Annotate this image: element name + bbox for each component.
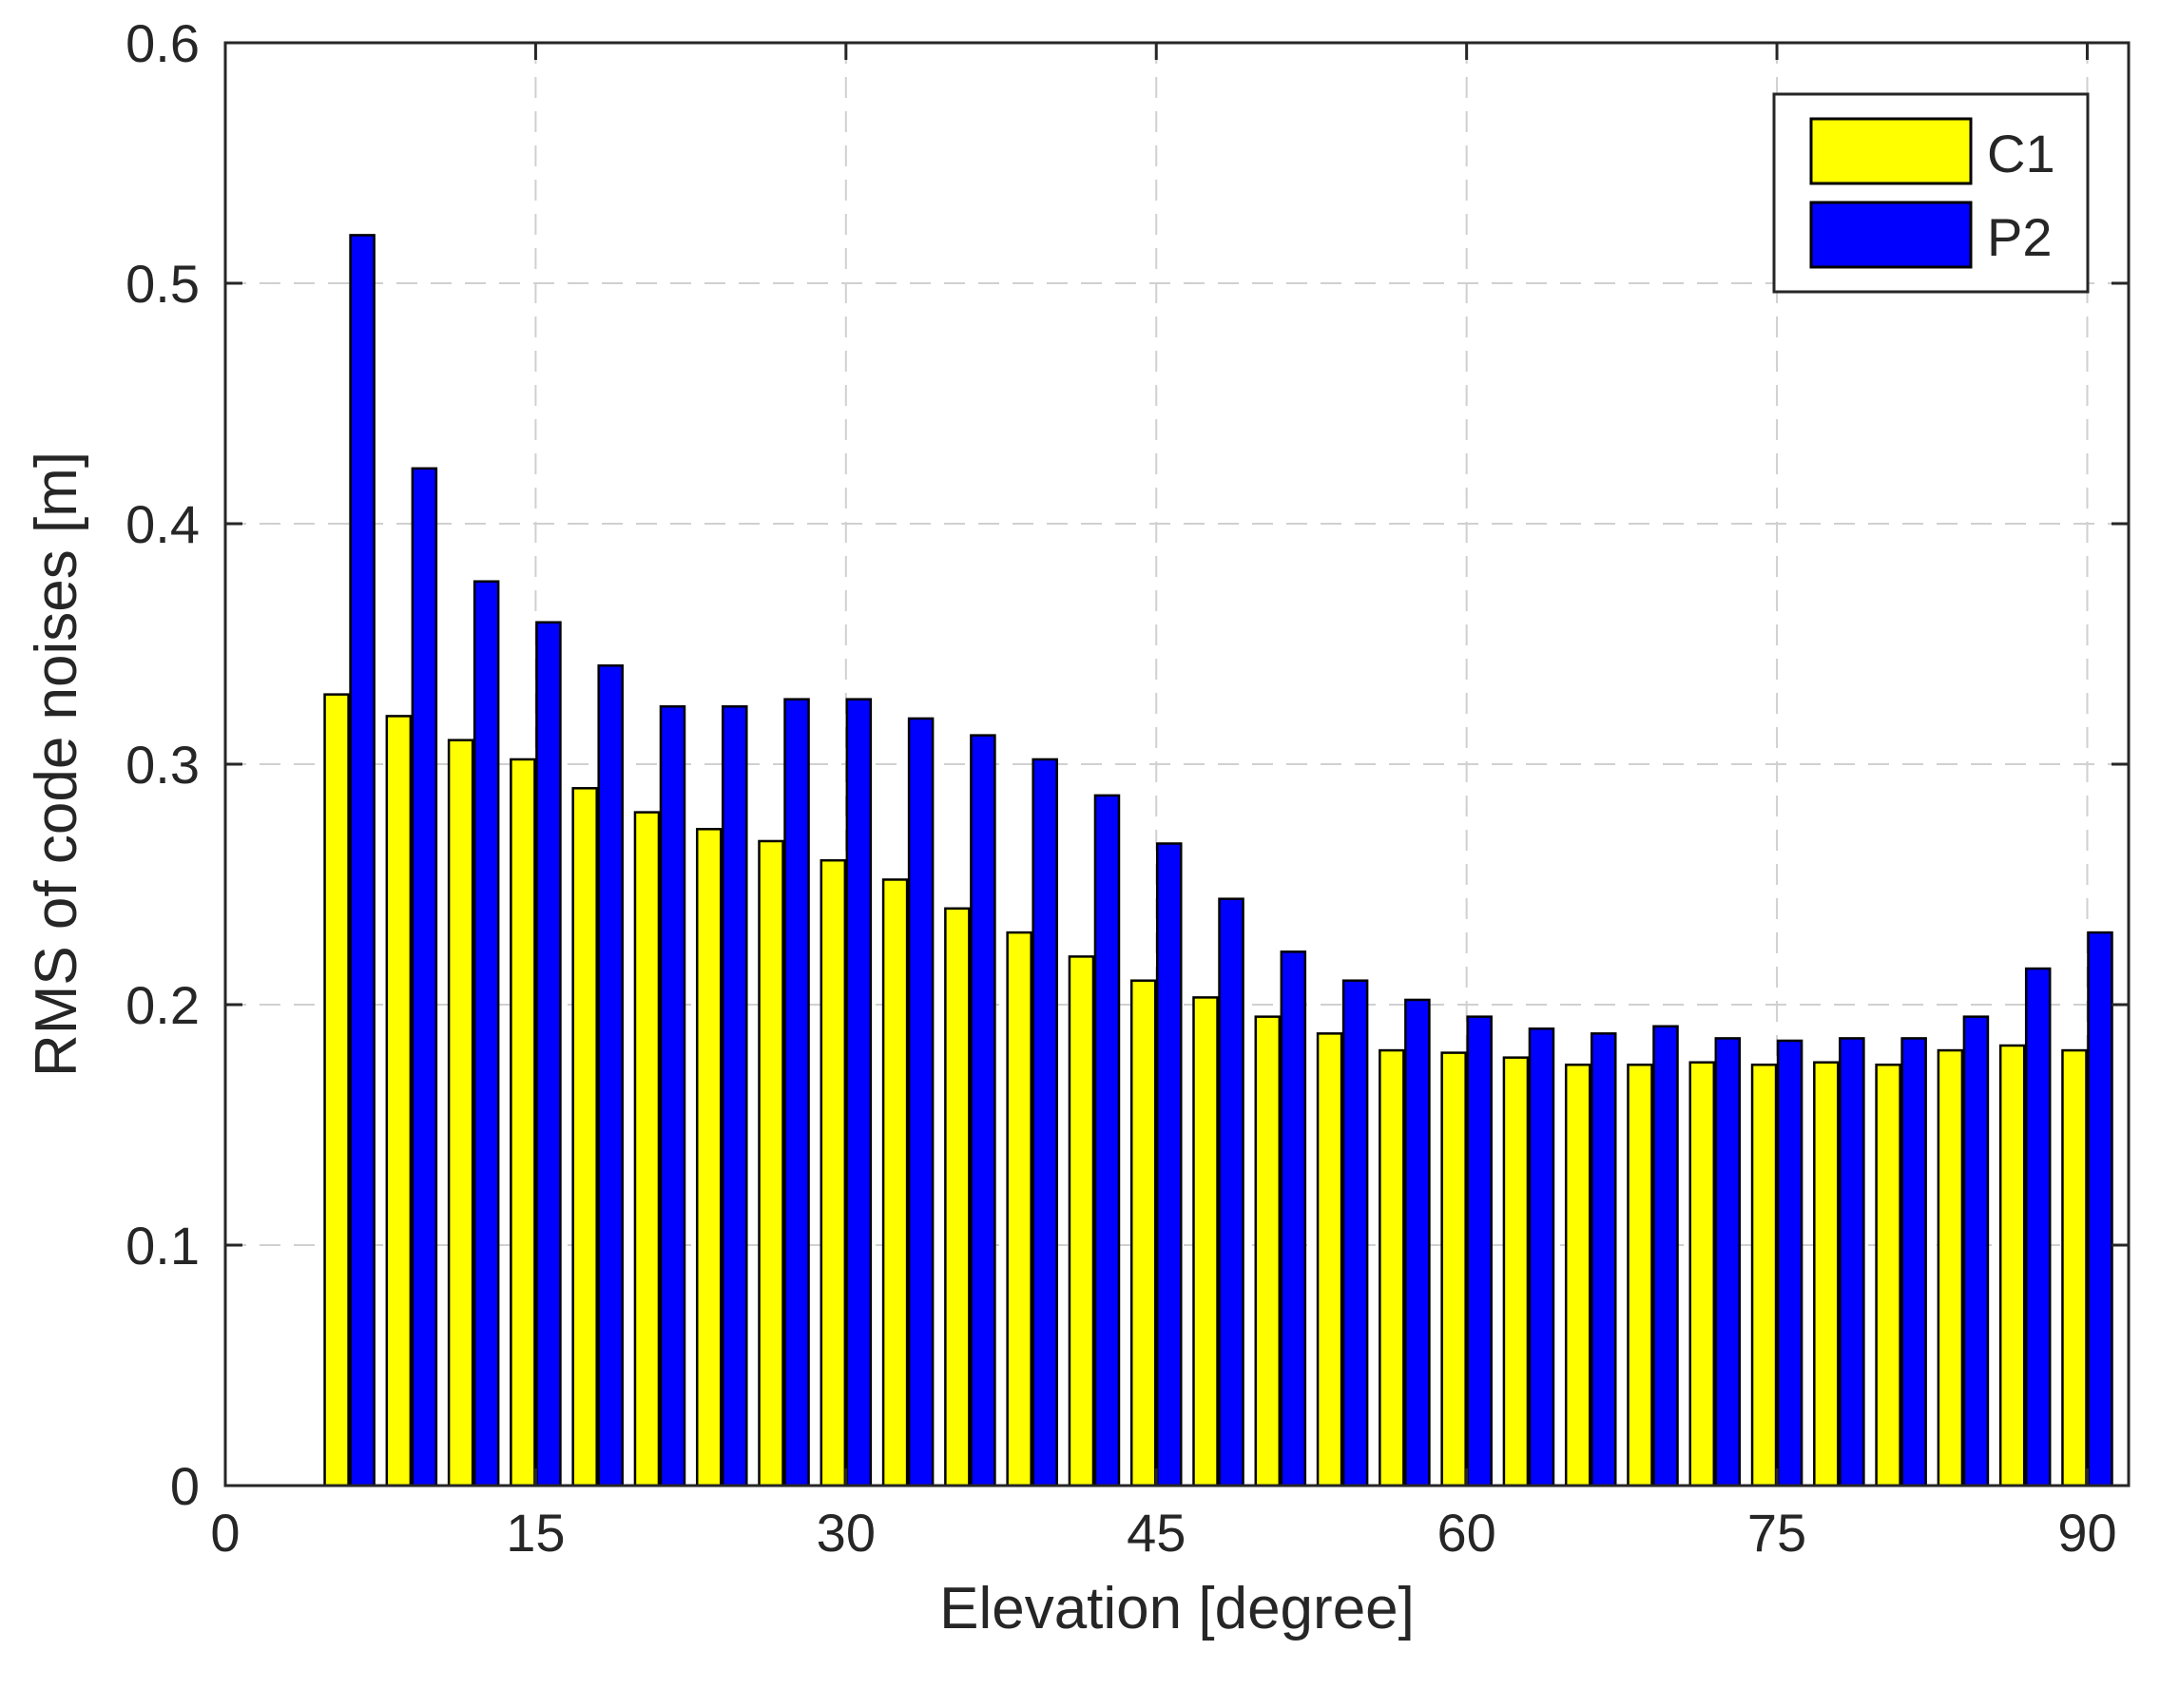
bar-c1 xyxy=(2061,1048,2088,1487)
bar-c1 xyxy=(695,828,723,1487)
bar-c1 xyxy=(1068,955,1095,1487)
y-axis-label: RMS of code noises [m] xyxy=(24,451,89,1077)
bar-p2 xyxy=(472,580,500,1487)
bar-p2 xyxy=(1962,1015,1990,1487)
bar-p2 xyxy=(1466,1015,1493,1487)
bar-c1 xyxy=(1627,1064,1653,1487)
y-tick-label: 0.2 xyxy=(125,975,200,1035)
bar-c1 xyxy=(758,839,784,1487)
legend: C1 P2 xyxy=(1772,92,2090,294)
bar-c1 xyxy=(1750,1064,1778,1487)
bar-p2 xyxy=(1341,979,1369,1487)
x-tick-label: 90 xyxy=(2057,1503,2116,1563)
x-tick-label: 15 xyxy=(506,1503,565,1563)
bar-p2 xyxy=(2024,967,2052,1487)
bar-c1 xyxy=(323,693,350,1487)
bar-c1 xyxy=(1688,1061,1716,1487)
bar-c1 xyxy=(1998,1044,2026,1487)
legend-label-c1: C1 xyxy=(1987,124,2055,183)
bar-p2 xyxy=(1776,1039,1803,1487)
bar-c1 xyxy=(1379,1048,1405,1487)
y-tick-label: 0.4 xyxy=(125,494,200,554)
bar-p2 xyxy=(845,698,873,1487)
bar-c1 xyxy=(447,739,474,1487)
bar-p2 xyxy=(349,234,376,1487)
x-tick-label: 45 xyxy=(1127,1503,1186,1563)
y-tick-label: 0.3 xyxy=(125,735,200,795)
bar-p2 xyxy=(1714,1037,1742,1487)
bar-p2 xyxy=(722,705,748,1487)
y-tick-label: 0.1 xyxy=(125,1216,200,1276)
bar-c1 xyxy=(1316,1032,1343,1487)
y-tick-labels: 0 0.1 0.2 0.3 0.4 0.5 0.6 xyxy=(125,13,200,1516)
bar-p2 xyxy=(2087,931,2113,1487)
legend-label-p2: P2 xyxy=(1987,207,2053,267)
y-tick-label: 0 xyxy=(170,1456,200,1516)
bar-c1 xyxy=(1937,1048,1964,1487)
bar-p2 xyxy=(1404,998,1431,1487)
bar-c1 xyxy=(1813,1061,1840,1487)
bar-c1 xyxy=(1254,1015,1282,1487)
bar-c1 xyxy=(1502,1056,1530,1487)
bar-p2 xyxy=(597,664,624,1487)
bar-p2 xyxy=(907,717,935,1487)
bar-c1 xyxy=(1129,979,1157,1487)
bar-c1 xyxy=(1564,1064,1591,1487)
x-tick-label: 75 xyxy=(1747,1503,1806,1563)
bar-p2 xyxy=(411,467,438,1487)
bar-p2 xyxy=(1280,950,1307,1487)
bar-c1 xyxy=(1006,931,1032,1487)
bar-c1 xyxy=(1192,996,1219,1487)
bars xyxy=(323,234,2113,1487)
bar-c1 xyxy=(820,858,847,1487)
x-tick-labels: 0 15 30 45 60 75 90 xyxy=(210,1503,2116,1563)
bar-p2 xyxy=(1839,1037,1865,1487)
bar-p2 xyxy=(970,734,996,1487)
x-tick-label: 30 xyxy=(817,1503,876,1563)
bar-c1 xyxy=(571,787,598,1487)
bar-p2 xyxy=(1218,897,1244,1487)
bar-p2 xyxy=(1900,1037,1927,1487)
legend-swatch-p2 xyxy=(1809,201,1973,269)
bar-p2 xyxy=(1155,842,1183,1487)
bar-p2 xyxy=(1528,1027,1555,1487)
legend-swatch-c1 xyxy=(1809,117,1973,185)
bar-c1 xyxy=(385,715,413,1487)
bar-p2 xyxy=(1590,1032,1617,1487)
bar-p2 xyxy=(783,698,810,1487)
bar-p2 xyxy=(659,705,686,1487)
bar-c1 xyxy=(1440,1051,1467,1487)
y-tick-label: 0.6 xyxy=(125,13,200,73)
bar-p2 xyxy=(535,621,562,1487)
x-tick-label: 0 xyxy=(210,1503,240,1563)
ticks xyxy=(223,41,2129,1487)
x-tick-label: 60 xyxy=(1437,1503,1496,1563)
bar-c1 xyxy=(510,758,536,1487)
bar-p2 xyxy=(1093,794,1121,1487)
y-tick-label: 0.5 xyxy=(125,254,200,314)
x-axis-label: Elevation [degree] xyxy=(939,1576,1415,1641)
bar-c1 xyxy=(944,907,971,1487)
bar-c1 xyxy=(881,878,909,1487)
bar-p2 xyxy=(1652,1025,1679,1487)
bar-c1 xyxy=(633,811,661,1487)
bar-c1 xyxy=(1875,1064,1901,1487)
bar-p2 xyxy=(1032,758,1058,1487)
